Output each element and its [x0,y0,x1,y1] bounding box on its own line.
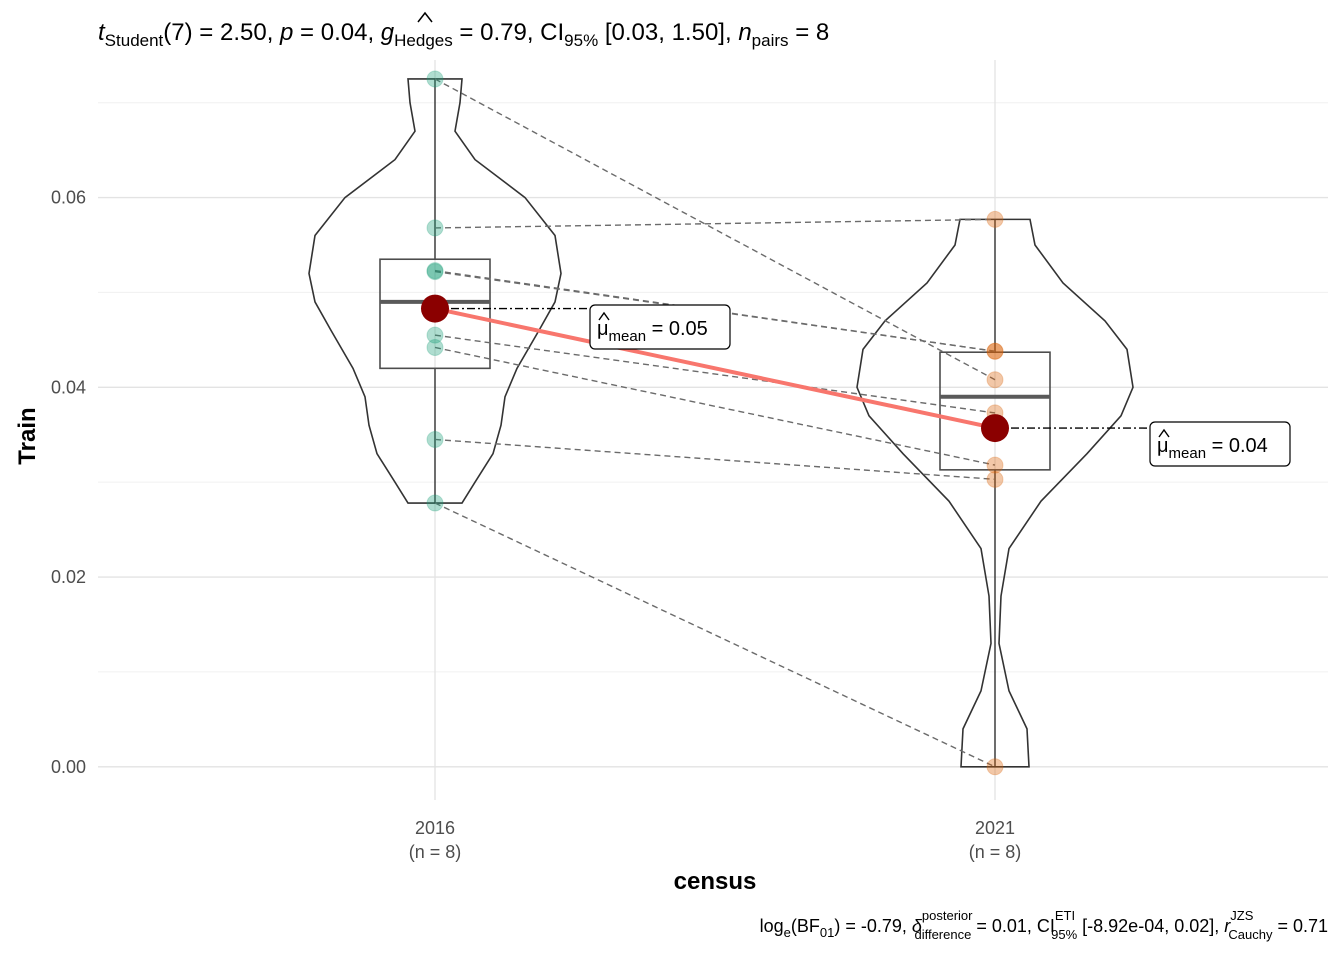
mean-markers [421,294,1150,443]
pair-line [434,502,996,768]
y-axis-title: Train [14,407,41,464]
x-tick-2016-n: (n = 8) [409,842,462,862]
y-axis-ticks: 0.00 0.02 0.04 0.06 [51,188,86,777]
data-point [986,342,1004,360]
data-point [426,263,444,281]
hat-icon [598,311,610,321]
mean-subscript: mean [609,328,647,345]
hat-icon [417,11,433,23]
violin-2021 [856,218,1134,768]
x-tick-2021: 2021 [975,818,1015,838]
paired-lines [434,78,996,768]
x-tick-2021-n: (n = 8) [969,842,1022,862]
mean-label-box [589,304,731,350]
mean-value: = 0.05 [646,318,708,340]
data-point [986,371,1004,389]
data-point [426,338,444,356]
y-tick-label: 0.02 [51,567,86,587]
mean-subscript: mean [1169,445,1207,462]
mean-label-2016: μmean = 0.05 [589,304,731,350]
pair-line [434,334,996,414]
hat-icon [1158,428,1170,438]
svg-text:μmean = 0.05: μmean = 0.05 [597,318,708,345]
pair-line [434,438,996,481]
grid-lines [98,60,1328,800]
data-point [426,494,444,512]
mean-value: = 0.04 [1206,435,1268,457]
mean-label-2021: μmean = 0.04 [1149,421,1291,467]
chart-caption: loge(BF01) = -0.79, δposterior difference… [760,908,1328,942]
mu-symbol: μ [1157,435,1169,457]
svg-text:μmean = 0.04: μmean = 0.04 [1157,435,1268,462]
data-point [986,342,1004,360]
data-point [426,70,444,88]
data-point [426,219,444,237]
boxplots [379,78,1051,767]
mean-point [421,294,449,323]
pair-line [434,218,996,229]
mean-point [981,414,1009,443]
mu-symbol: μ [597,318,609,340]
data-point [986,210,1004,228]
data-point [986,456,1004,474]
data-points [426,70,1004,776]
data-point [986,758,1004,776]
box [379,258,491,370]
data-point [986,470,1004,488]
data-point [426,430,444,448]
violin-2016 [308,78,562,504]
pair-line [434,78,996,381]
data-point [426,262,444,280]
y-tick-label: 0.06 [51,188,86,208]
y-tick-label: 0.00 [51,757,86,777]
box [939,351,1051,471]
mean-label-box [1149,421,1291,467]
y-tick-label: 0.04 [51,377,86,397]
chart-title: tStudent(7) = 2.50, p = 0.04, gHedges = … [98,19,829,50]
x-axis-title: census [674,868,757,895]
data-point [426,326,444,344]
pair-line [434,346,996,466]
mean-connector-line [434,306,996,431]
x-tick-2016: 2016 [415,818,455,838]
